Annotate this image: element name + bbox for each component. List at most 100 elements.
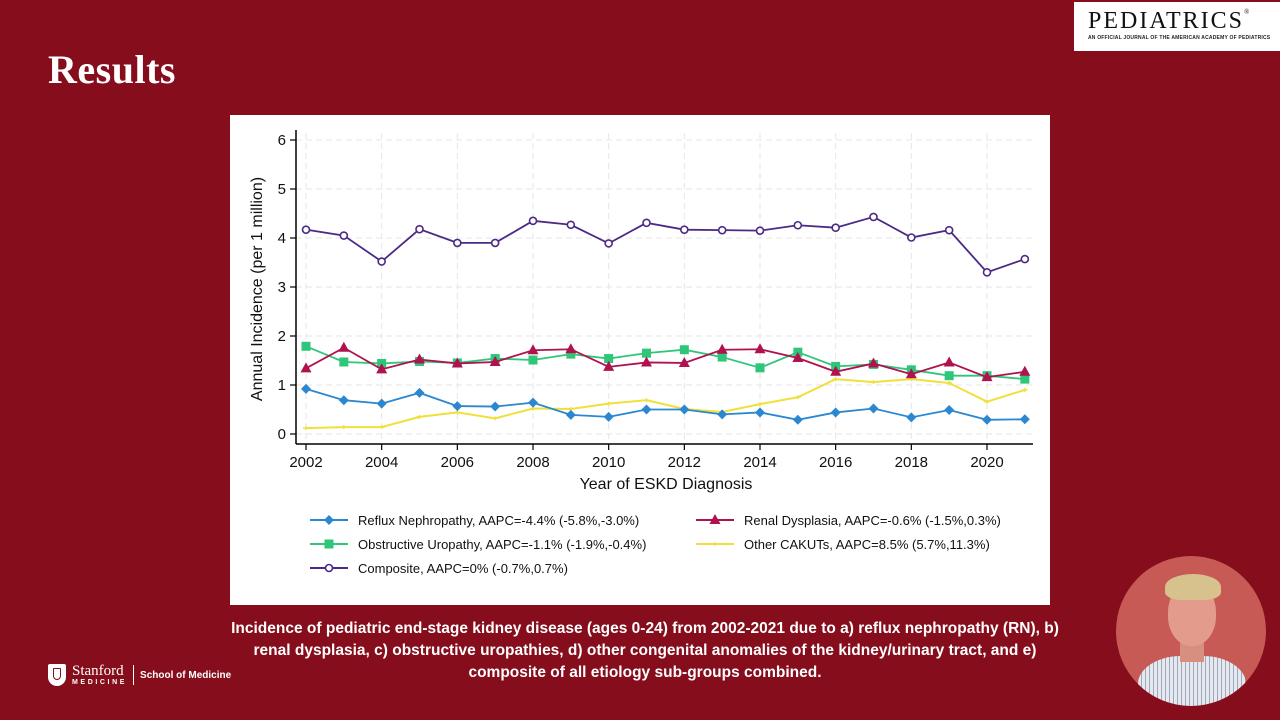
data-point-other-cakuts [340, 425, 347, 430]
series-line-obstructive-uropathy [305, 345, 1025, 381]
school-name: School of Medicine [140, 669, 232, 681]
x-tick-label: 2002 [289, 454, 322, 471]
data-point-other-cakuts [757, 402, 763, 407]
pediatrics-journal-logo: PEDIATRICS® AN OFFICIAL JOURNAL OF THE A… [1074, 2, 1280, 51]
data-point-renal-dysplasia [868, 357, 879, 368]
data-point-reflux-nephropathy [338, 395, 349, 406]
data-point-composite [717, 225, 727, 235]
data-point-renal-dysplasia [641, 356, 652, 367]
y-tick-label: 1 [278, 377, 286, 394]
data-point-obstructive-uropathy [528, 355, 538, 365]
data-point-reflux-nephropathy [603, 411, 614, 422]
data-point-composite [907, 233, 916, 242]
presenter-webcam [1116, 556, 1266, 706]
y-tick-label: 0 [278, 426, 286, 443]
data-point-reflux-nephropathy [792, 414, 803, 425]
data-point-reflux-nephropathy [376, 398, 387, 409]
data-point-renal-dysplasia [414, 353, 425, 364]
data-point-composite [642, 218, 651, 228]
data-point-other-cakuts [946, 381, 953, 386]
data-point-composite [490, 238, 500, 248]
data-point-obstructive-uropathy [301, 341, 311, 351]
x-tick-label: 2020 [970, 454, 1003, 471]
data-point-other-cakuts [605, 401, 612, 406]
data-point-renal-dysplasia [489, 355, 501, 366]
stanford-name: Stanford [72, 663, 124, 679]
data-point-renal-dysplasia [565, 343, 577, 354]
data-point-reflux-nephropathy [679, 404, 690, 415]
data-point-obstructive-uropathy [944, 371, 954, 381]
data-point-reflux-nephropathy [944, 404, 955, 415]
legend-marker-obstructive-uropathy [324, 539, 334, 549]
x-tick-label: 2012 [668, 454, 701, 471]
data-point-composite [377, 257, 386, 266]
x-tick-label: 2016 [819, 454, 852, 471]
stanford-medicine-logo: Stanford MEDICINE School of Medicine [48, 663, 231, 687]
data-point-composite [339, 231, 349, 240]
journal-name-text: PEDIATRICS [1088, 8, 1245, 34]
data-point-obstructive-uropathy [679, 345, 689, 355]
data-point-composite [793, 220, 803, 230]
data-point-other-cakuts [492, 416, 499, 421]
data-point-other-cakuts [454, 410, 461, 415]
data-point-renal-dysplasia [830, 365, 842, 376]
legend-marker-other-cakuts [712, 542, 718, 546]
data-point-reflux-nephropathy [641, 404, 652, 415]
data-point-renal-dysplasia [527, 344, 539, 355]
data-point-other-cakuts [832, 377, 839, 382]
data-point-other-cakuts [870, 380, 877, 385]
logo-divider [133, 665, 135, 685]
data-point-renal-dysplasia [943, 356, 955, 367]
data-point-composite [415, 224, 424, 234]
data-point-composite [831, 223, 840, 233]
data-point-obstructive-uropathy [566, 349, 576, 359]
incidence-line-chart: 0 1 2 3 4 5 6 2002 2004 2006 2008 2010 2012 2014 2016 2… [249, 130, 1033, 576]
data-point-obstructive-uropathy [339, 357, 349, 367]
data-point-composite [869, 212, 878, 222]
y-tick-label: 2 [278, 328, 286, 345]
data-point-reflux-nephropathy [490, 401, 501, 412]
data-point-reflux-nephropathy [755, 407, 765, 418]
y-tick-label: 6 [278, 132, 286, 149]
figure-caption: Incidence of pediatric end-stage kidney … [231, 620, 1059, 681]
data-point-renal-dysplasia [792, 352, 804, 363]
x-axis-label: Year of ESKD Diagnosis [580, 476, 753, 493]
data-point-reflux-nephropathy [1019, 414, 1030, 425]
series-line-renal-dysplasia [305, 346, 1025, 379]
legend-label-renal-dysplasia: Renal Dysplasia, AAPC=-0.6% (-1.5%,0.3%) [744, 513, 1001, 528]
data-point-reflux-nephropathy [982, 414, 992, 425]
slide-title: Results [48, 47, 176, 92]
data-point-reflux-nephropathy [528, 397, 538, 408]
y-tick-label: 3 [278, 279, 286, 296]
x-tick-label: 2006 [441, 454, 474, 471]
data-point-renal-dysplasia [754, 343, 766, 354]
data-point-other-cakuts [643, 398, 650, 403]
data-point-obstructive-uropathy [717, 352, 727, 362]
data-point-renal-dysplasia [981, 371, 993, 382]
x-tick-label: 2008 [516, 454, 549, 471]
data-point-obstructive-uropathy [755, 363, 765, 373]
data-point-composite [453, 238, 462, 248]
data-point-composite [1020, 254, 1030, 264]
legend-marker-composite [324, 563, 334, 573]
journal-subtitle: AN OFFICIAL JOURNAL OF THE AMERICAN ACAD… [1088, 35, 1271, 41]
x-tick-label: 2018 [895, 454, 928, 471]
legend-label-composite: Composite, AAPC=0% (-0.7%,0.7%) [358, 561, 568, 576]
journal-name: PEDIATRICS® [1088, 8, 1249, 35]
data-point-composite [982, 268, 992, 277]
data-point-other-cakuts [303, 426, 309, 431]
data-point-renal-dysplasia [678, 356, 690, 367]
data-point-renal-dysplasia [603, 360, 615, 371]
chart-panel: 0 1 2 3 4 5 6 2002 2004 2006 2008 2010 2012 2014 2016 2… [230, 115, 1050, 605]
legend-marker-renal-dysplasia [709, 514, 721, 524]
data-point-reflux-nephropathy [830, 407, 841, 418]
series-line-other-cakuts [305, 378, 1026, 430]
data-point-reflux-nephropathy [868, 403, 879, 414]
data-point-renal-dysplasia [338, 341, 350, 352]
x-tick-label: 2004 [365, 454, 398, 471]
stanford-wordmark: Stanford MEDICINE [72, 663, 127, 687]
y-tick-label: 4 [278, 230, 286, 247]
y-tick-label: 5 [278, 181, 286, 198]
data-point-reflux-nephropathy [414, 387, 425, 398]
data-point-composite [528, 216, 538, 226]
